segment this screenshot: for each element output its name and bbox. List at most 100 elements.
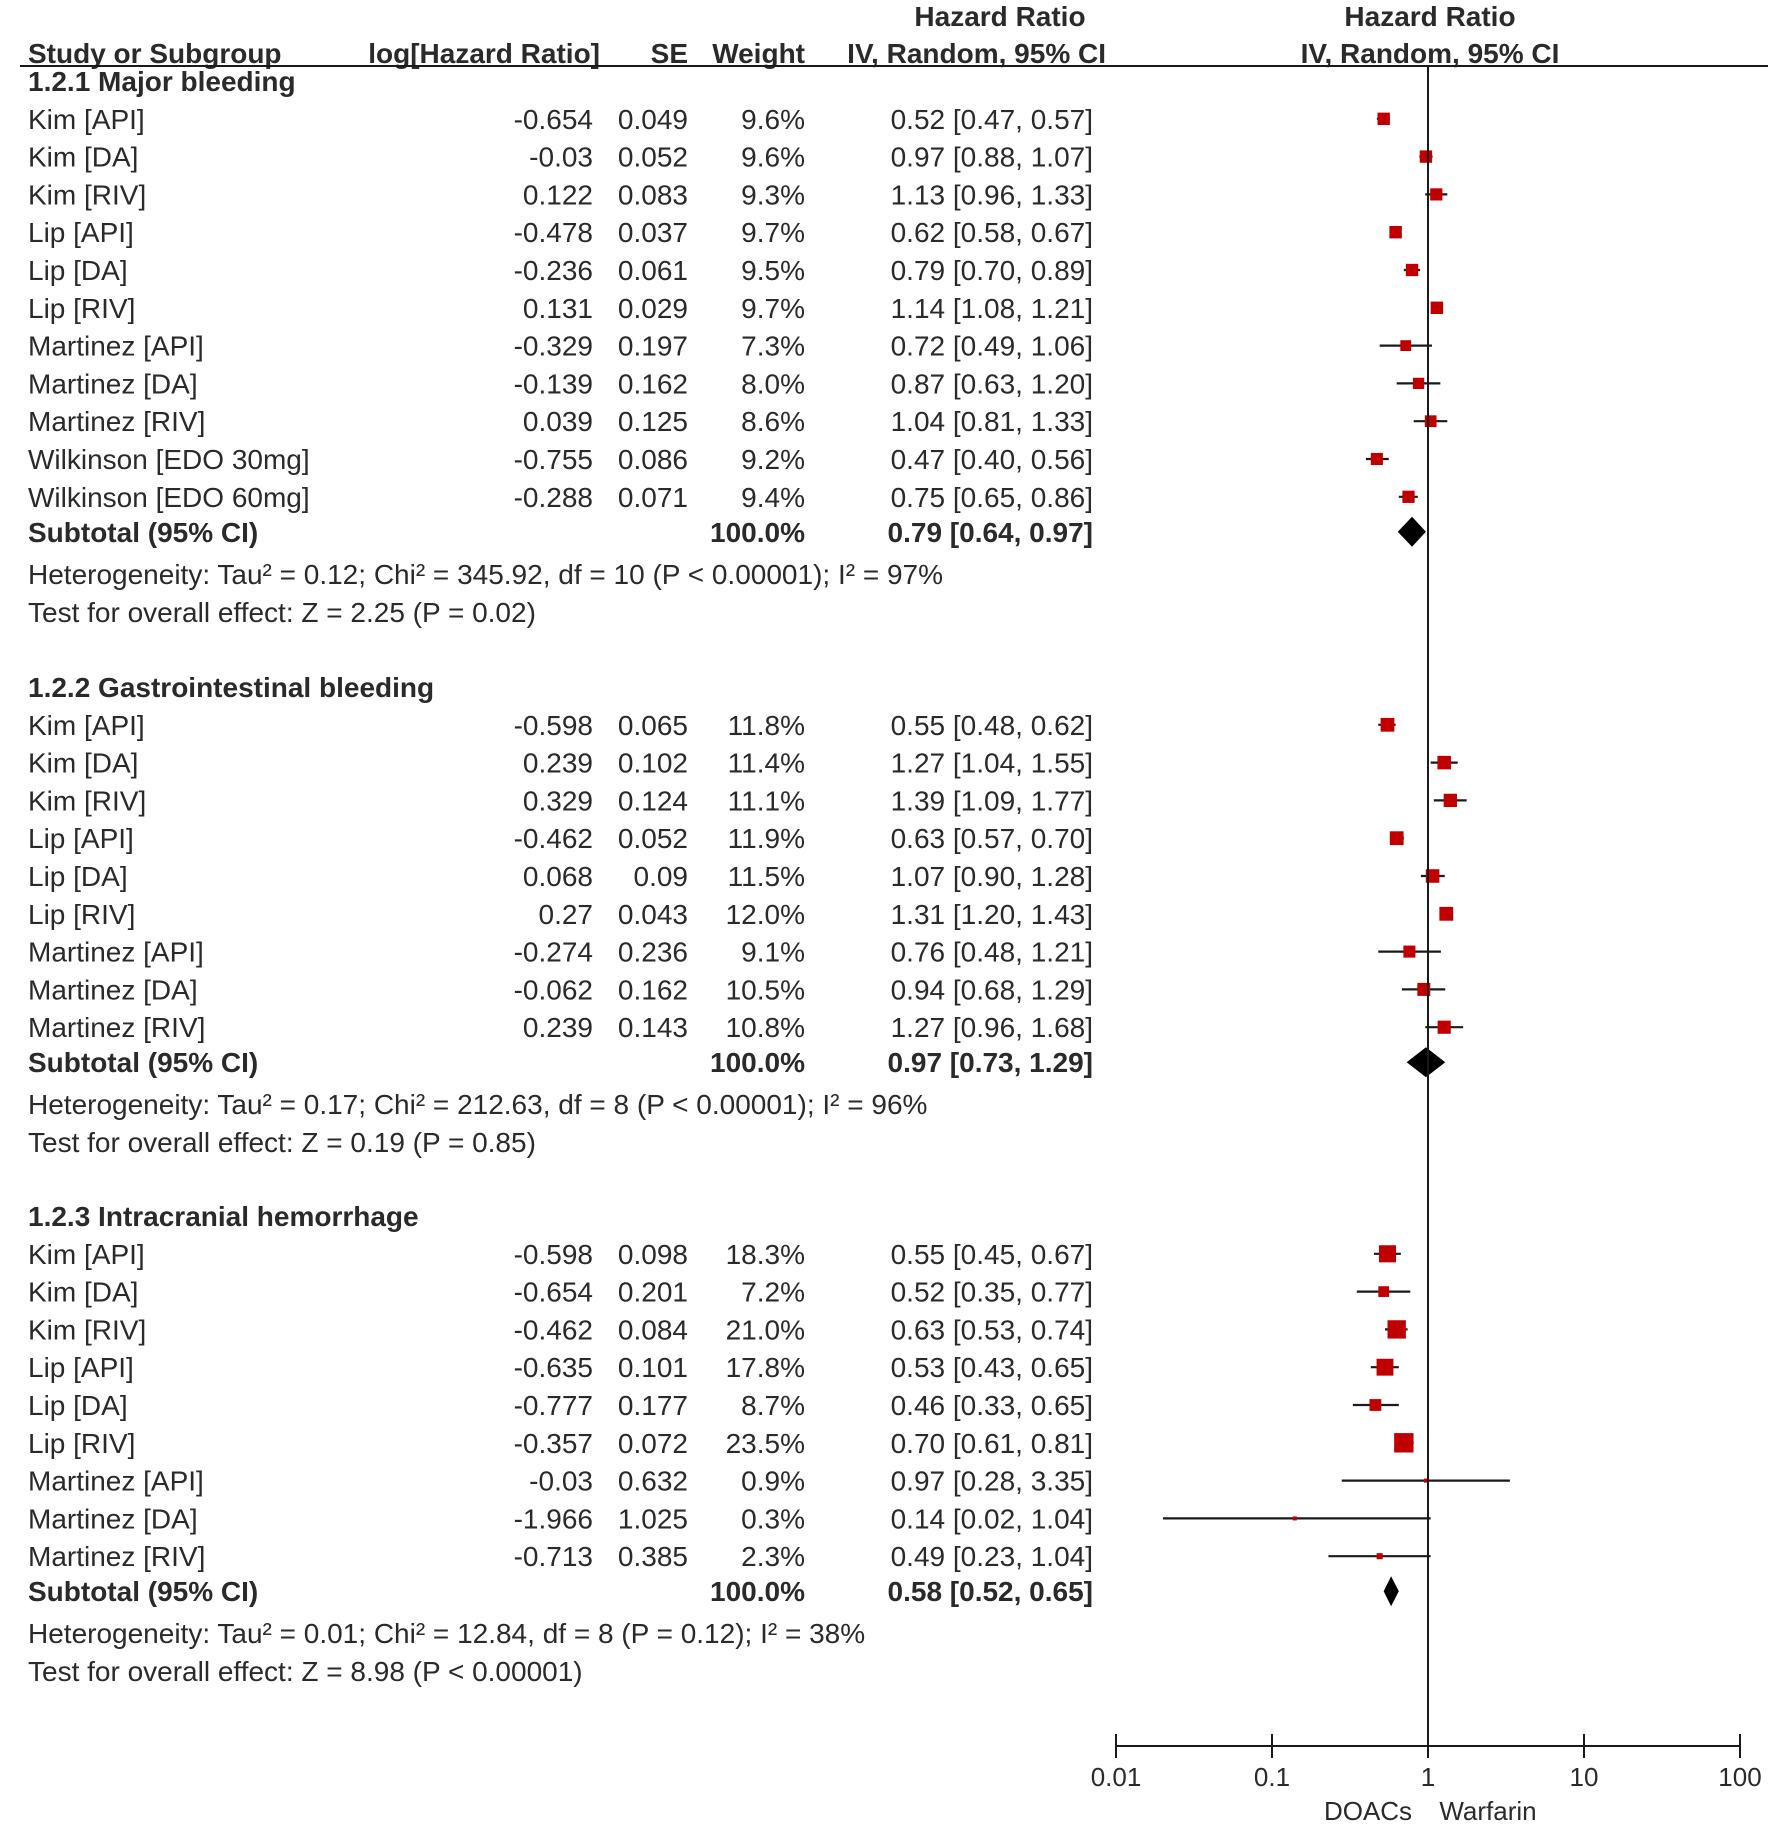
- study-hr-ci: 1.31 [1.20, 1.43]: [891, 899, 1093, 930]
- study-name: Martinez [DA]: [28, 1503, 198, 1534]
- study-name: Lip [API]: [28, 217, 134, 248]
- study-log-hr: 0.131: [523, 293, 593, 324]
- subtotal-hr-ci: 0.58 [0.52, 0.65]: [888, 1576, 1093, 1607]
- effect-square: [1424, 415, 1437, 428]
- study-log-hr: -0.03: [529, 142, 593, 173]
- study-log-hr: -0.777: [514, 1390, 593, 1421]
- effect-square: [1389, 225, 1402, 239]
- study-log-hr: -0.139: [514, 368, 593, 399]
- subtotal-diamond: [1383, 1576, 1399, 1607]
- study-name: Lip [RIV]: [28, 899, 135, 930]
- study-weight: 8.0%: [741, 368, 805, 399]
- study-log-hr: -0.03: [529, 1466, 593, 1497]
- study-se: 0.162: [618, 974, 688, 1005]
- study-weight: 18.3%: [726, 1239, 805, 1270]
- study-weight: 9.7%: [741, 293, 805, 324]
- study-log-hr: -0.755: [514, 444, 593, 475]
- study-hr-ci: 0.52 [0.35, 0.77]: [891, 1277, 1093, 1308]
- study-hr-ci: 0.97 [0.88, 1.07]: [891, 142, 1093, 173]
- study-log-hr: -0.635: [514, 1352, 593, 1383]
- study-weight: 8.6%: [741, 406, 805, 437]
- study-log-hr: 0.239: [523, 748, 593, 779]
- study-se: 0.236: [618, 937, 688, 968]
- study-weight: 21.0%: [726, 1314, 805, 1345]
- study-weight: 0.3%: [741, 1503, 805, 1534]
- study-se: 0.197: [618, 331, 688, 362]
- subgroup-title: 1.2.2 Gastrointestinal bleeding: [28, 672, 434, 703]
- study-hr-ci: 0.76 [0.48, 1.21]: [891, 937, 1093, 968]
- study-log-hr: 0.122: [523, 179, 593, 210]
- subtotal-weight: 100.0%: [710, 1576, 805, 1607]
- study-weight: 9.2%: [741, 444, 805, 475]
- header-hr-group: Hazard Ratio: [914, 1, 1085, 32]
- study-weight: 17.8%: [726, 1352, 805, 1383]
- effect-square: [1400, 340, 1412, 352]
- x-axis-right-label: Warfarin: [1439, 1796, 1536, 1825]
- study-se: 0.084: [618, 1314, 688, 1345]
- study-log-hr: -0.062: [514, 974, 593, 1005]
- effect-square: [1402, 490, 1415, 503]
- study-name: Wilkinson [EDO 60mg]: [28, 482, 310, 513]
- effect-square: [1419, 150, 1433, 163]
- study-log-hr: -0.598: [514, 1239, 593, 1270]
- study-weight: 9.4%: [741, 482, 805, 513]
- study-se: 0.101: [618, 1352, 688, 1383]
- study-name: Kim [RIV]: [28, 1314, 146, 1345]
- subtotal-weight: 100.0%: [710, 517, 805, 548]
- study-log-hr: -0.462: [514, 1314, 593, 1345]
- subgroup-title: 1.2.1 Major bleeding: [28, 66, 296, 97]
- effect-square: [1430, 301, 1444, 315]
- x-tick-label: 100: [1718, 1762, 1761, 1792]
- subtotal-diamond: [1406, 1047, 1446, 1078]
- study-hr-ci: 0.62 [0.58, 0.67]: [891, 217, 1093, 248]
- study-weight: 10.5%: [726, 974, 805, 1005]
- study-log-hr: -0.598: [514, 710, 593, 741]
- study-name: Lip [API]: [28, 823, 134, 854]
- study-log-hr: -0.713: [514, 1541, 593, 1572]
- study-name: Lip [DA]: [28, 1390, 128, 1421]
- study-weight: 11.4%: [728, 748, 805, 779]
- study-se: 0.177: [618, 1390, 688, 1421]
- study-se: 0.632: [618, 1466, 688, 1497]
- study-log-hr: 0.329: [523, 785, 593, 816]
- study-hr-ci: 0.47 [0.40, 0.56]: [891, 444, 1093, 475]
- study-hr-ci: 1.27 [0.96, 1.68]: [891, 1012, 1093, 1043]
- effect-square: [1380, 717, 1395, 732]
- study-hr-ci: 1.39 [1.09, 1.77]: [891, 785, 1093, 816]
- header-plot-method: IV, Random, 95% CI: [1301, 38, 1560, 69]
- study-log-hr: -0.478: [514, 217, 593, 248]
- effect-square: [1370, 452, 1383, 466]
- study-weight: 7.3%: [741, 331, 805, 362]
- study-se: 0.143: [618, 1012, 688, 1043]
- study-name: Martinez [RIV]: [28, 1012, 205, 1043]
- study-weight: 23.5%: [726, 1428, 805, 1459]
- study-hr-ci: 0.49 [0.23, 1.04]: [891, 1541, 1093, 1572]
- study-hr-ci: 0.70 [0.61, 0.81]: [891, 1428, 1093, 1459]
- study-se: 0.052: [618, 823, 688, 854]
- study-se: 0.072: [618, 1428, 688, 1459]
- study-name: Kim [API]: [28, 710, 145, 741]
- subtotal-hr-ci: 0.79 [0.64, 0.97]: [888, 517, 1093, 548]
- study-name: Kim [RIV]: [28, 179, 146, 210]
- study-hr-ci: 0.75 [0.65, 0.86]: [891, 482, 1093, 513]
- study-hr-ci: 0.55 [0.48, 0.62]: [891, 710, 1093, 741]
- effect-square: [1369, 1399, 1382, 1411]
- study-weight: 9.7%: [741, 217, 805, 248]
- study-hr-ci: 1.27 [1.04, 1.55]: [891, 748, 1093, 779]
- study-weight: 9.1%: [741, 937, 805, 968]
- study-se: 0.162: [618, 368, 688, 399]
- effect-square: [1423, 1478, 1428, 1483]
- effect-square: [1378, 1245, 1397, 1263]
- subtotal-weight: 100.0%: [710, 1047, 805, 1078]
- effect-square: [1405, 263, 1419, 277]
- study-hr-ci: 0.87 [0.63, 1.20]: [891, 368, 1093, 399]
- effect-square: [1403, 945, 1416, 958]
- effect-square: [1394, 1433, 1414, 1453]
- overall-effect-text: Test for overall effect: Z = 8.98 (P < 0…: [28, 1656, 583, 1687]
- heterogeneity-text: Heterogeneity: Tau² = 0.01; Chi² = 12.84…: [28, 1618, 865, 1649]
- subtotal-label: Subtotal (95% CI): [28, 1047, 258, 1078]
- study-se: 0.083: [618, 179, 688, 210]
- heterogeneity-text: Heterogeneity: Tau² = 0.12; Chi² = 345.9…: [28, 559, 943, 590]
- header-weight: Weight: [712, 38, 805, 69]
- x-tick-label: 0.1: [1254, 1762, 1290, 1792]
